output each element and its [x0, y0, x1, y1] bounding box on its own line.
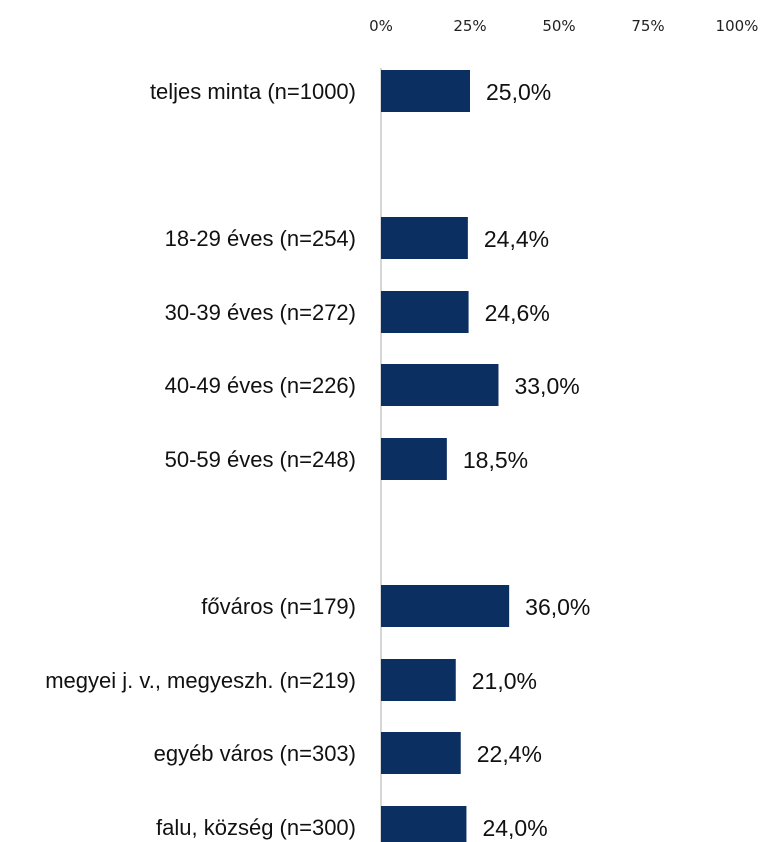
- category-label: 40-49 éves (n=226): [165, 373, 356, 398]
- value-label: 18,5%: [463, 447, 528, 473]
- category-label: 50-59 éves (n=248): [165, 447, 356, 472]
- bar: [381, 806, 467, 842]
- category-label: 30-39 éves (n=272): [165, 300, 356, 325]
- x-tick-label: 50%: [542, 17, 575, 35]
- bar: [381, 364, 499, 406]
- value-label: 21,0%: [472, 668, 537, 694]
- bar: [381, 438, 447, 480]
- bar: [381, 659, 456, 701]
- x-tick-label: 0%: [369, 17, 393, 35]
- category-label: megyei j. v., megyeszh. (n=219): [45, 668, 356, 693]
- bar-rows: teljes minta (n=1000) 25,0% 18-29 éves (n=…: [45, 70, 590, 842]
- value-label: 24,4%: [484, 226, 549, 252]
- x-tick-label: 75%: [631, 17, 664, 35]
- category-label: 18-29 éves (n=254): [165, 226, 356, 251]
- x-axis-ticks: 0% 25% 50% 75% 100%: [369, 17, 758, 35]
- value-label: 36,0%: [525, 594, 590, 620]
- value-label: 25,0%: [486, 79, 551, 105]
- category-label: egyéb város (n=303): [154, 741, 356, 766]
- value-label: 24,0%: [482, 815, 547, 841]
- x-tick-label: 100%: [716, 17, 759, 35]
- value-label: 22,4%: [477, 741, 542, 767]
- bar: [381, 291, 469, 333]
- bar: [381, 70, 470, 112]
- value-label: 24,6%: [485, 300, 550, 326]
- bar: [381, 585, 510, 627]
- category-label: főváros (n=179): [201, 594, 356, 619]
- category-label: teljes minta (n=1000): [150, 79, 356, 104]
- bar: [381, 217, 468, 259]
- bar: [381, 732, 461, 774]
- x-tick-label: 25%: [453, 17, 486, 35]
- value-label: 33,0%: [514, 373, 579, 399]
- category-label: falu, község (n=300): [156, 815, 356, 840]
